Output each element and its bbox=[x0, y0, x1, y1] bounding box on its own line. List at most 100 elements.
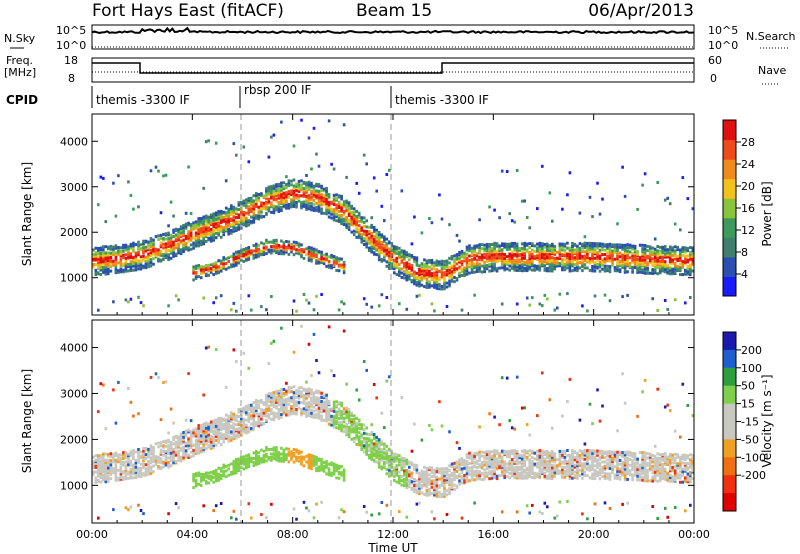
range-cell bbox=[149, 241, 153, 245]
range-cell bbox=[134, 265, 138, 269]
range-cell bbox=[307, 197, 311, 201]
range-cell bbox=[124, 473, 128, 477]
range-cell bbox=[430, 302, 434, 306]
range-cell bbox=[633, 248, 637, 252]
range-cell bbox=[475, 266, 479, 270]
range-cell bbox=[362, 436, 366, 440]
range-cell bbox=[613, 245, 617, 249]
range-cell bbox=[633, 262, 637, 266]
range-cell bbox=[310, 259, 313, 263]
range-cell bbox=[435, 270, 439, 274]
range-cell bbox=[255, 216, 258, 220]
range-cell bbox=[393, 468, 396, 472]
range-cell bbox=[453, 478, 456, 482]
range-cell bbox=[332, 415, 336, 419]
range-cell bbox=[217, 426, 220, 430]
range-cell bbox=[365, 244, 368, 248]
range-cell bbox=[102, 383, 105, 387]
range-cell bbox=[137, 261, 140, 265]
range-cell bbox=[267, 197, 271, 201]
range-cell bbox=[330, 200, 333, 204]
range-cell bbox=[92, 462, 95, 466]
range-cell bbox=[653, 251, 657, 255]
range-cell bbox=[465, 245, 469, 249]
range-cell bbox=[653, 249, 657, 253]
range-cell bbox=[132, 414, 135, 418]
range-cell bbox=[510, 250, 514, 254]
range-cell bbox=[320, 458, 323, 462]
range-cell bbox=[495, 250, 499, 254]
range-cell bbox=[94, 464, 98, 467]
range-cell bbox=[295, 400, 298, 404]
range-cell bbox=[493, 266, 496, 270]
range-cell bbox=[227, 414, 230, 418]
range-cell bbox=[342, 412, 346, 416]
range-cell bbox=[510, 254, 514, 258]
range-cell bbox=[219, 235, 223, 239]
range-cell bbox=[503, 244, 506, 248]
range-cell bbox=[247, 219, 251, 223]
range-cell bbox=[112, 252, 115, 256]
range-cell bbox=[520, 253, 524, 257]
range-cell bbox=[591, 265, 594, 268]
range-cell bbox=[390, 255, 394, 259]
range-cell bbox=[272, 209, 276, 212]
range-cell bbox=[656, 254, 659, 257]
range-cell bbox=[260, 192, 263, 196]
range-cell bbox=[603, 293, 607, 297]
range-cell bbox=[355, 181, 358, 185]
range-cell bbox=[240, 210, 243, 214]
range-cell bbox=[315, 460, 318, 464]
range-cell bbox=[428, 468, 431, 472]
range-cell bbox=[282, 403, 286, 407]
range-cell bbox=[247, 197, 251, 200]
range-cell bbox=[219, 469, 223, 473]
range-cell bbox=[152, 464, 155, 468]
range-cell bbox=[172, 251, 175, 255]
range-cell bbox=[485, 259, 489, 263]
range-cell bbox=[302, 464, 306, 468]
range-cell bbox=[285, 245, 288, 249]
range-cell bbox=[322, 202, 326, 206]
range-cell bbox=[144, 447, 148, 450]
range-cell bbox=[312, 516, 316, 520]
range-cell bbox=[280, 239, 283, 243]
range-cell bbox=[267, 457, 271, 461]
range-cell bbox=[202, 224, 205, 228]
range-cell bbox=[235, 153, 238, 157]
range-cell bbox=[538, 251, 542, 255]
range-cell bbox=[428, 491, 431, 495]
range-cell bbox=[320, 462, 323, 466]
range-cell bbox=[601, 242, 604, 246]
beam-title: Beam 15 bbox=[356, 1, 432, 21]
range-cell bbox=[370, 455, 373, 459]
range-cell bbox=[666, 253, 669, 257]
range-cell bbox=[277, 403, 281, 407]
range-cell bbox=[435, 276, 439, 280]
range-cell bbox=[222, 433, 225, 437]
range-cell bbox=[403, 471, 406, 475]
range-cell bbox=[179, 435, 183, 439]
range-cell bbox=[305, 199, 308, 203]
range-cell bbox=[310, 189, 313, 193]
range-cell bbox=[621, 263, 624, 267]
range-cell bbox=[179, 227, 183, 230]
range-cell bbox=[237, 258, 241, 262]
range-cell bbox=[573, 242, 577, 246]
range-cell bbox=[127, 265, 130, 268]
range-cell bbox=[500, 252, 504, 256]
range-cell bbox=[280, 452, 283, 456]
range-cell bbox=[500, 169, 504, 173]
range-cell bbox=[197, 275, 200, 279]
range-cell bbox=[510, 252, 514, 256]
range-cell bbox=[335, 197, 338, 201]
range-cell bbox=[302, 500, 306, 504]
range-cell bbox=[219, 209, 223, 213]
range-cell bbox=[302, 200, 306, 204]
range-cell bbox=[240, 248, 243, 252]
range-cell bbox=[114, 246, 118, 250]
range-cell bbox=[347, 416, 351, 420]
range-cell bbox=[260, 421, 263, 425]
range-cell bbox=[322, 466, 326, 470]
